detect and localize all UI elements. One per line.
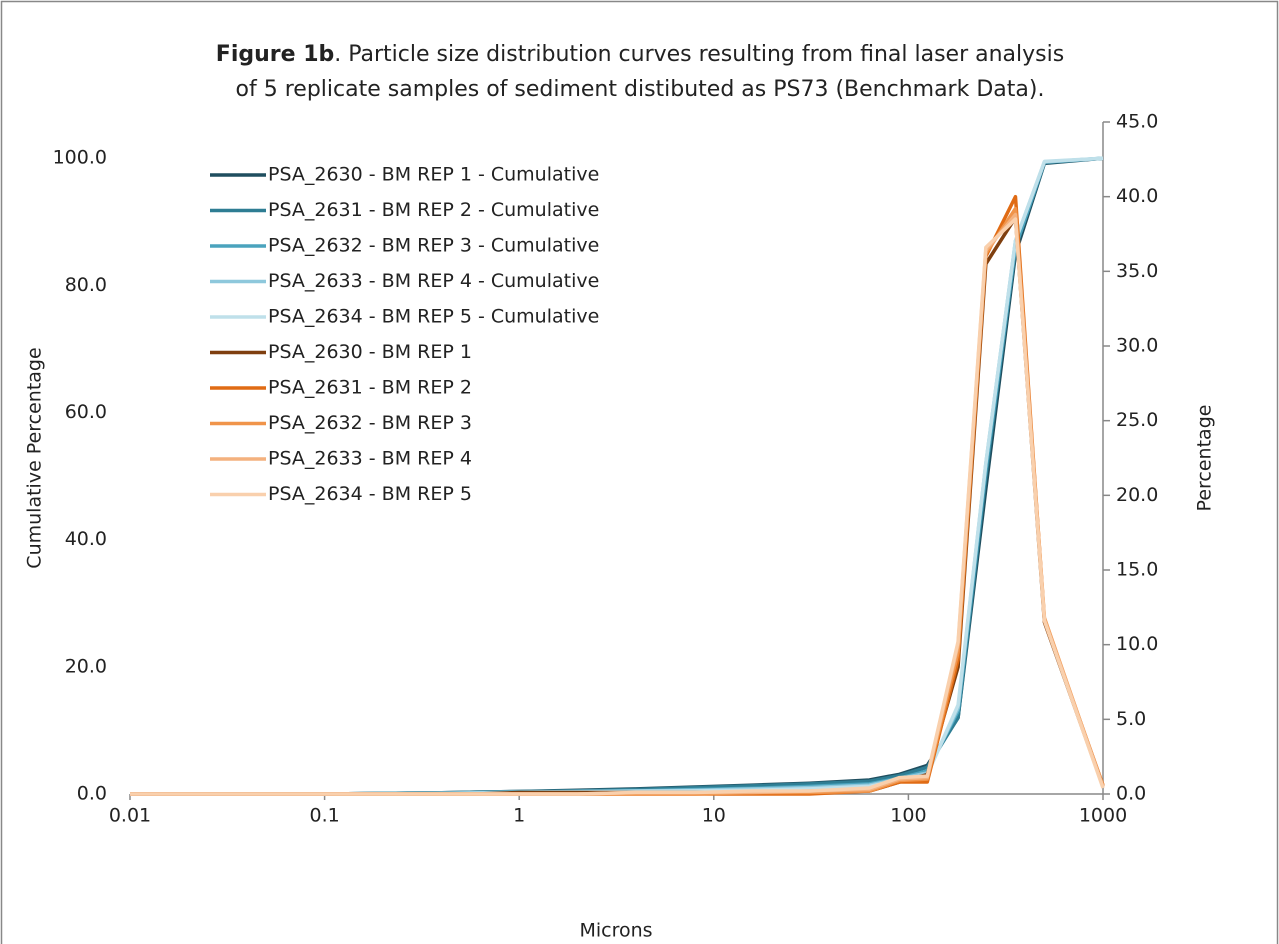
y-tick-label: 100.0 bbox=[53, 147, 107, 169]
y-tick-label: 40.0 bbox=[65, 528, 107, 550]
y2-tick-label: 35.0 bbox=[1116, 260, 1158, 282]
legend-label: PSA_2630 - BM REP 1 bbox=[268, 341, 472, 363]
x-tick-label: 0.1 bbox=[309, 805, 339, 827]
legend-label: PSA_2633 - BM REP 4 - Cumulative bbox=[268, 270, 599, 292]
y2-tick-label: 10.0 bbox=[1116, 633, 1158, 655]
x-tick-label: 10 bbox=[702, 805, 726, 827]
legend-label: PSA_2632 - BM REP 3 bbox=[268, 412, 472, 434]
legend-label: PSA_2634 - BM REP 5 - Cumulative bbox=[268, 306, 599, 328]
y-tick-label: 20.0 bbox=[65, 655, 107, 677]
legend-label: PSA_2631 - BM REP 2 - Cumulative bbox=[268, 199, 599, 221]
legend-label: PSA_2632 - BM REP 3 - Cumulative bbox=[268, 235, 599, 257]
title-label: Figure 1b bbox=[216, 42, 334, 67]
y-tick-label: 80.0 bbox=[65, 274, 107, 296]
x-axis-label: Microns bbox=[579, 920, 652, 942]
series-line bbox=[130, 217, 1105, 796]
x-tick-label: 0.01 bbox=[109, 805, 151, 827]
y2-tick-label: 25.0 bbox=[1116, 409, 1158, 431]
y-axis-label: Cumulative Percentage bbox=[24, 347, 46, 568]
y2-tick-label: 45.0 bbox=[1116, 111, 1158, 133]
y2-tick-label: 40.0 bbox=[1116, 185, 1158, 207]
y2-tick-label: 20.0 bbox=[1116, 484, 1158, 506]
y2-tick-label: 15.0 bbox=[1116, 559, 1158, 581]
x-tick-label: 1000 bbox=[1079, 805, 1127, 827]
legend-label: PSA_2634 - BM REP 5 bbox=[268, 483, 472, 505]
title-text: . Particle size distribution curves resu… bbox=[334, 42, 1064, 67]
x-tick-label: 1 bbox=[513, 805, 525, 827]
legend-label: PSA_2633 - BM REP 4 bbox=[268, 448, 472, 470]
y-tick-label: 60.0 bbox=[65, 401, 107, 423]
legend-label: PSA_2631 - BM REP 2 bbox=[268, 377, 472, 399]
y-tick-label: 0.0 bbox=[77, 783, 107, 805]
x-tick-label: 100 bbox=[890, 805, 926, 827]
y2-tick-label: 0.0 bbox=[1116, 783, 1146, 805]
chart-title: Figure 1b. Particle size distribution cu… bbox=[216, 42, 1064, 67]
y2-tick-label: 5.0 bbox=[1116, 708, 1146, 730]
y2-axis-label: Percentage bbox=[1194, 405, 1216, 512]
legend-label: PSA_2630 - BM REP 1 - Cumulative bbox=[268, 164, 599, 186]
y2-tick-label: 30.0 bbox=[1116, 335, 1158, 357]
chart-title: of 5 replicate samples of sediment disti… bbox=[236, 77, 1045, 102]
